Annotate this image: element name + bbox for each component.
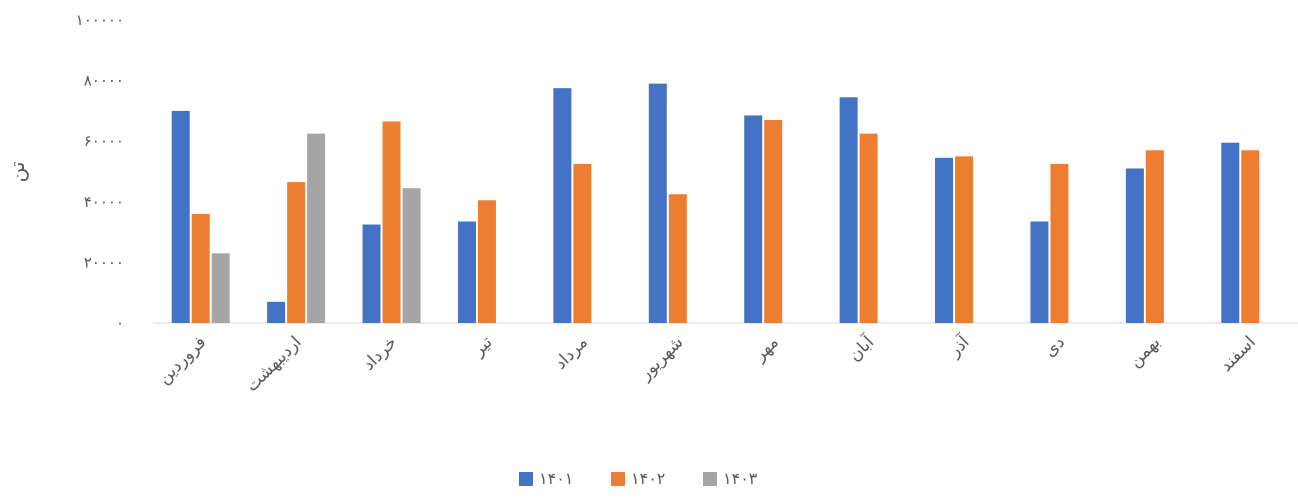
- legend-swatch: [703, 472, 717, 486]
- bar: [267, 301, 286, 323]
- bar: [211, 253, 230, 323]
- bars: [171, 83, 1260, 324]
- bar: [402, 188, 421, 323]
- y-tick-label: ۰: [116, 314, 124, 332]
- x-tick-label: مهر: [749, 332, 782, 365]
- legend-swatch: [611, 472, 625, 486]
- x-tick-label: فروردین: [154, 332, 210, 388]
- bar: [1030, 221, 1049, 323]
- legend-label: ۱۴۰۳: [723, 469, 758, 488]
- y-tick-label: ۶۰۰۰۰: [84, 132, 124, 150]
- bar: [362, 224, 381, 323]
- x-tick-label: آذر: [943, 330, 975, 362]
- bar: [457, 221, 476, 323]
- bar: [1241, 150, 1260, 323]
- x-tick-label: آبان: [843, 330, 879, 366]
- bar: [744, 115, 763, 323]
- legend: ۱۴۰۱ ۱۴۰۲ ۱۴۰۳: [519, 469, 758, 488]
- x-tick-label: تیر: [468, 332, 497, 361]
- legend-label: ۱۴۰۲: [631, 469, 665, 488]
- x-tick-label: دی: [1040, 332, 1069, 361]
- bar: [1050, 163, 1069, 323]
- bar: [955, 156, 974, 323]
- bar: [307, 133, 326, 323]
- bar: [553, 88, 572, 323]
- bar: [935, 157, 954, 323]
- x-tick-label: خرداد: [359, 332, 401, 374]
- bar: [573, 163, 592, 323]
- y-axis-title: تن: [5, 162, 29, 183]
- bar: [191, 213, 210, 323]
- bar: [477, 200, 496, 323]
- bar: [171, 110, 190, 324]
- y-tick-label: ۴۰۰۰۰: [84, 193, 124, 211]
- legend-label: ۱۴۰۱: [539, 469, 573, 488]
- bar: [1145, 150, 1164, 323]
- bar: [648, 83, 667, 323]
- x-tick-label: مرداد: [551, 332, 592, 373]
- bar: [764, 119, 783, 324]
- legend-swatch: [519, 472, 533, 486]
- bar: [1221, 142, 1240, 323]
- bar: [668, 194, 687, 323]
- y-tick-label: ۲۰۰۰۰: [84, 253, 124, 271]
- y-tick-label: ۱۰۰۰۰۰: [76, 11, 124, 29]
- x-tick-label: اسفند: [1216, 332, 1260, 376]
- bar: [1125, 168, 1144, 323]
- x-axis-labels: فروردین اردیبهشت خرداد تیر مرداد شهریور مهر آبا…: [154, 330, 1260, 396]
- bar: [839, 97, 858, 323]
- bar: [382, 121, 401, 323]
- x-tick-label: اردیبهشت: [242, 332, 306, 396]
- y-axis-ticks: ۰ ۲۰۰۰۰ ۴۰۰۰۰ ۶۰۰۰۰ ۸۰۰۰۰ ۱۰۰۰۰۰: [76, 11, 124, 332]
- x-tick-label: شهریور: [635, 332, 687, 384]
- y-tick-label: ۸۰۰۰۰: [84, 72, 124, 90]
- bar: [287, 182, 306, 323]
- bar: [859, 133, 878, 323]
- x-tick-label: بهمن: [1125, 332, 1164, 371]
